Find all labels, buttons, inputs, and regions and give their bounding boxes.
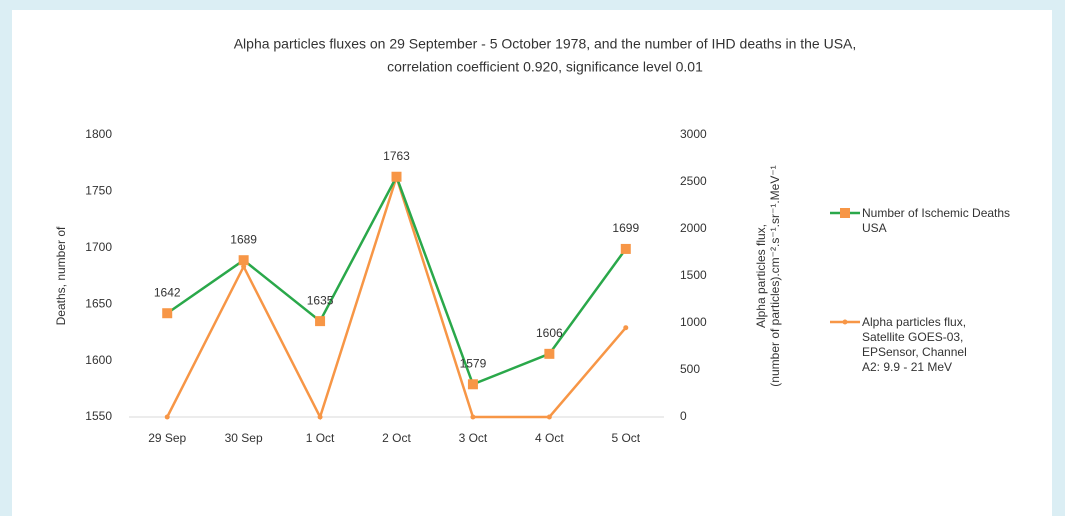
x-tick-label: 30 Sep — [225, 431, 263, 445]
y2-tick-label: 1500 — [680, 268, 707, 282]
y-tick-label: 1550 — [85, 409, 112, 423]
marker — [238, 255, 249, 266]
data-label: 1635 — [307, 293, 334, 307]
y-tick-label: 1800 — [85, 127, 112, 141]
data-label: 1763 — [383, 149, 410, 163]
y2-tick-label: 2500 — [680, 174, 707, 188]
x-tick-label: 1 Oct — [306, 431, 335, 445]
y-tick-label: 1600 — [85, 353, 112, 367]
legend-marker — [840, 208, 850, 218]
data-label: 1606 — [536, 326, 563, 340]
series-line — [166, 173, 627, 421]
marker — [317, 414, 323, 420]
data-label: 1642 — [154, 285, 181, 299]
y2-axis-label: (number of particles).cm⁻².s⁻¹.sr⁻¹.MeV⁻… — [768, 165, 782, 386]
marker — [315, 316, 326, 327]
y2-tick-label: 1000 — [680, 315, 707, 329]
y2-tick-label: 500 — [680, 362, 700, 376]
y-tick-label: 1650 — [85, 296, 112, 310]
y-tick-label: 1750 — [85, 184, 112, 198]
marker — [620, 243, 631, 254]
legend-label: Alpha particles flux, Satellite GOES-03,… — [862, 315, 967, 374]
data-label: 1689 — [230, 232, 257, 246]
y-tick-label: 1700 — [85, 240, 112, 254]
panel — [12, 10, 1052, 516]
y-axis-label: Deaths, number of — [54, 226, 68, 325]
chart-title: correlation coefficient 0.920, significa… — [387, 59, 703, 75]
y2-tick-label: 3000 — [680, 127, 707, 141]
legend-label: Number of Ischemic Deaths USA — [862, 206, 1011, 235]
x-tick-label: 5 Oct — [611, 431, 640, 445]
marker — [467, 379, 478, 390]
marker — [544, 348, 555, 359]
x-tick-label: 2 Oct — [382, 431, 411, 445]
x-tick-label: 4 Oct — [535, 431, 564, 445]
y2-tick-label: 0 — [680, 409, 687, 423]
data-label: 1699 — [612, 221, 639, 235]
x-tick-label: 29 Sep — [148, 431, 186, 445]
x-tick-label: 3 Oct — [459, 431, 488, 445]
marker — [164, 414, 170, 420]
data-label: 1579 — [460, 356, 487, 370]
chart-title: Alpha particles fluxes on 29 September -… — [234, 36, 857, 52]
y2-axis-label: Alpha particles flux, — [754, 224, 768, 328]
y2-tick-label: 2000 — [680, 221, 707, 235]
marker — [623, 325, 629, 331]
marker — [470, 414, 476, 420]
marker — [391, 171, 402, 182]
marker — [241, 264, 247, 270]
marker — [546, 414, 552, 420]
marker — [162, 308, 173, 319]
legend-marker — [842, 319, 848, 325]
